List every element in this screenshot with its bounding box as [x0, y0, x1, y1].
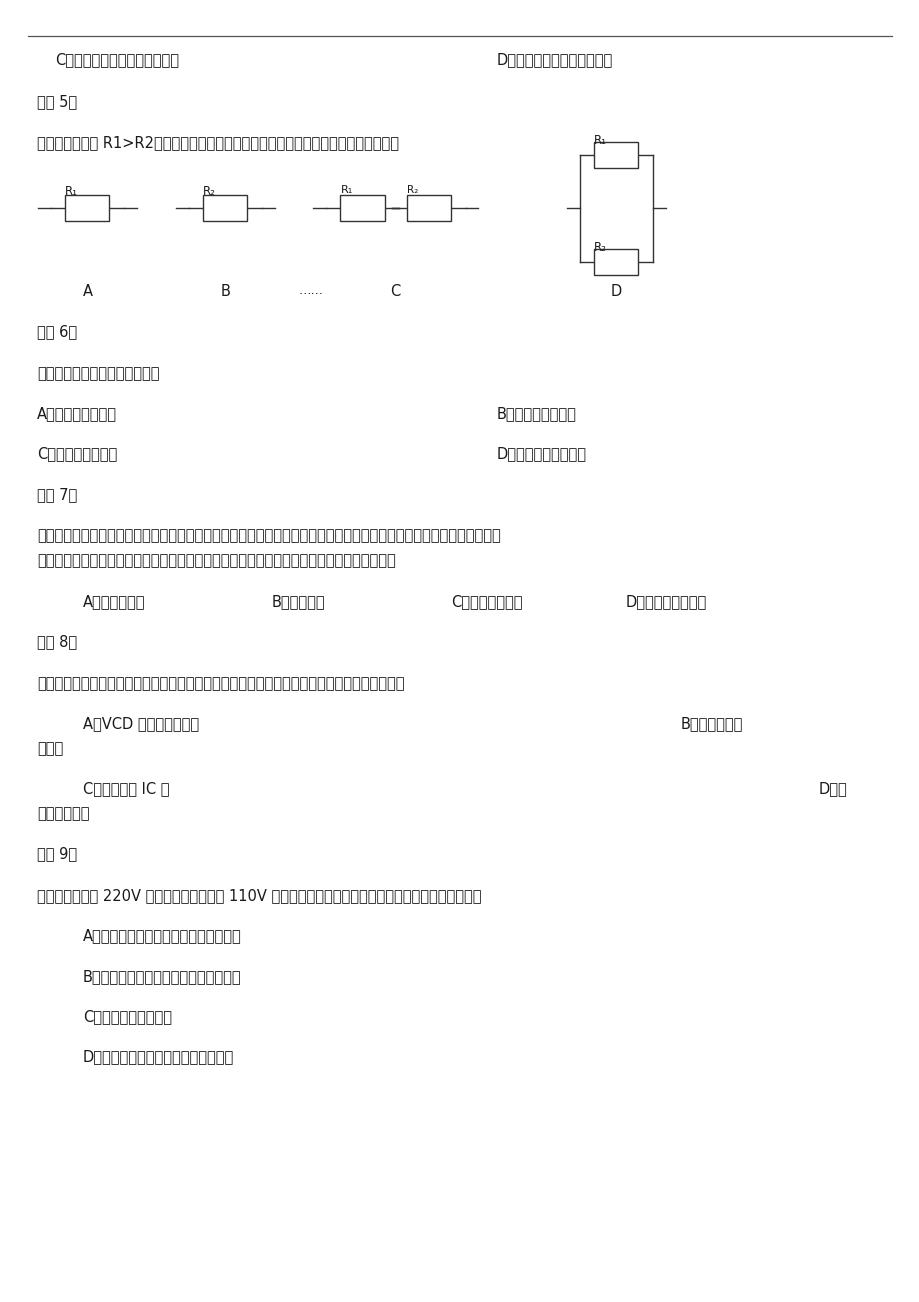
- Text: B．计算机的存: B．计算机的存: [680, 716, 743, 732]
- Text: 储软盘: 储软盘: [37, 741, 63, 756]
- Text: A．把另一根相同的电阻丝和它串联起来: A．把另一根相同的电阻丝和它串联起来: [83, 928, 242, 944]
- Text: R₁: R₁: [340, 185, 352, 195]
- Text: D．通过的电流的大小: D．通过的电流的大小: [496, 447, 586, 462]
- Text: D．录: D．录: [818, 781, 846, 797]
- Text: C．电炉的电热丝: C．电炉的电热丝: [450, 594, 522, 609]
- Bar: [406, 195, 450, 221]
- Text: C．把电流表看成是一个大电阻: C．把电流表看成是一个大电阻: [55, 52, 179, 68]
- Text: A．家用保险丝: A．家用保险丝: [83, 594, 145, 609]
- Text: 灯泡的亮度是由以下哪项决定的: 灯泡的亮度是由以下哪项决定的: [37, 366, 159, 381]
- Text: 试题 6：: 试题 6：: [37, 324, 77, 340]
- Text: 音机的录音带: 音机的录音带: [37, 806, 89, 822]
- Bar: [594, 142, 638, 168]
- Text: 随着科学技术的不断进步，磁记录与人们的关系越来越密切。下列器件中没有应用磁性材料的是: 随着科学技术的不断进步，磁记录与人们的关系越来越密切。下列器件中没有应用磁性材料…: [37, 676, 403, 691]
- Text: B．输电导线: B．输电导线: [271, 594, 324, 609]
- Text: 试题 8：: 试题 8：: [37, 634, 77, 650]
- Text: C．把电阻丝截去一半: C．把电阻丝截去一半: [83, 1009, 172, 1025]
- Text: R₂: R₂: [594, 241, 607, 254]
- Text: D．白炽灯泡的灯丝: D．白炽灯泡的灯丝: [625, 594, 706, 609]
- Text: R₁: R₁: [594, 134, 607, 147]
- Text: C．实际功率的大小: C．实际功率的大小: [37, 447, 117, 462]
- Text: R₂: R₂: [203, 185, 216, 198]
- Text: B: B: [221, 284, 230, 299]
- Text: D．把电阻丝对折起来后再接入电路中: D．把电阻丝对折起来后再接入电路中: [83, 1049, 233, 1065]
- Bar: [203, 195, 247, 221]
- Bar: [340, 195, 384, 221]
- Text: 如图所示，已知 R1>R2，将它们以下列四种方式接入同一个电路，其中电阻最小的是．: 如图所示，已知 R1>R2，将它们以下列四种方式接入同一个电路，其中电阻最小的是…: [37, 135, 398, 151]
- Text: ……: ……: [298, 284, 323, 297]
- Text: A．额定功率的大小: A．额定功率的大小: [37, 406, 117, 422]
- Text: R₁: R₁: [65, 185, 78, 198]
- Text: R₂: R₂: [406, 185, 417, 195]
- Text: 试题 7：: 试题 7：: [37, 487, 77, 503]
- Text: B．额定电压的大小: B．额定电压的大小: [496, 406, 576, 422]
- Text: 试题 9：: 试题 9：: [37, 846, 77, 862]
- Text: D: D: [610, 284, 621, 299]
- Text: B．把另一根相同的电阻丝和它并联起来: B．把另一根相同的电阻丝和它并联起来: [83, 969, 241, 984]
- Text: A．VCD 播放器用的光碟: A．VCD 播放器用的光碟: [83, 716, 199, 732]
- Text: C．电话用的 IC 卡: C．电话用的 IC 卡: [83, 781, 169, 797]
- Text: D．把电压表看成是一根导线: D．把电压表看成是一根导线: [496, 52, 612, 68]
- Text: 当温度降低到一定程度时，某些物质的电阻会变为零，这种物质叫超导体。当电流通过导体时不发热，故超导体的应用具: 当温度降低到一定程度时，某些物质的电阻会变为零，这种物质叫超导体。当电流通过导体…: [37, 529, 500, 544]
- Text: A: A: [83, 284, 92, 299]
- Bar: [65, 195, 109, 221]
- Text: 试题 5：: 试题 5：: [37, 94, 77, 109]
- Bar: [594, 249, 638, 275]
- Text: 有一额定电压为 220V 的电炉，想把它接在 110V 的电路上，又不想改变电炉的功率，应该采用的方法是: 有一额定电压为 220V 的电炉，想把它接在 110V 的电路上，又不想改变电炉…: [37, 888, 481, 904]
- Text: 有十分广阔的发展前景。假如科学家已研制出室温下就能使用的超导体，你准备将它用来制作: 有十分广阔的发展前景。假如科学家已研制出室温下就能使用的超导体，你准备将它用来制…: [37, 553, 395, 569]
- Text: C: C: [390, 284, 401, 299]
